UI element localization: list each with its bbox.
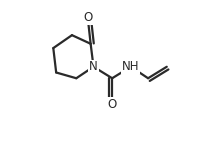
Text: NH: NH [122, 60, 140, 73]
Text: O: O [108, 98, 117, 111]
Text: N: N [89, 60, 98, 73]
Text: O: O [83, 11, 92, 24]
